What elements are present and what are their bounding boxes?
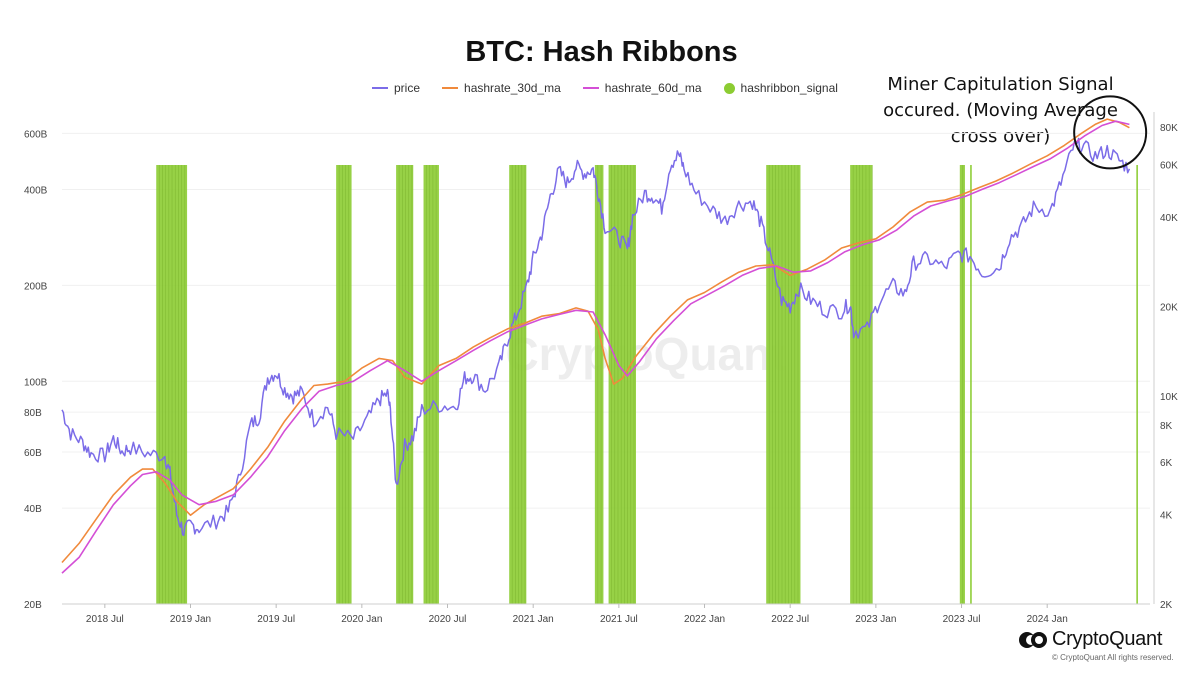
chart-legend: price hashrate_30d_ma hashrate_60d_ma ha… <box>372 81 860 95</box>
left-tick-label-80B: 80B <box>24 408 42 419</box>
left-tick-label-40B: 40B <box>24 504 42 515</box>
legend-swatch-hashrate-60d-ma <box>582 87 599 89</box>
right-tick-label-8K: 8K <box>1160 421 1173 432</box>
right-tick-label-20K: 20K <box>1160 302 1178 313</box>
legend-label-hashribbon-signal: hashribbon_signal <box>740 81 838 95</box>
x-tick-label-8: 2022 Jul <box>771 614 809 625</box>
right-tick-label-80K: 80K <box>1160 123 1178 134</box>
x-tick-label-10: 2023 Jul <box>943 614 981 625</box>
x-tick-label-4: 2020 Jul <box>429 614 467 625</box>
x-tick-label-2: 2019 Jul <box>257 614 295 625</box>
left-tick-label-600B: 600B <box>24 129 48 140</box>
right-tick-label-10K: 10K <box>1160 392 1178 403</box>
series-line-hashrate-60d-ma <box>61 120 1130 574</box>
chart-title: BTC: Hash Ribbons <box>465 36 738 68</box>
x-tick-label-5: 2021 Jan <box>513 614 554 625</box>
x-tick-label-9: 2023 Jan <box>855 614 896 625</box>
legend-item-hashrate-60d-ma[interactable]: hashrate_60d_ma <box>582 81 702 95</box>
annotation-circle <box>1073 95 1148 170</box>
cryptoquant-logo-icon <box>1019 631 1047 648</box>
left-tick-label-100B: 100B <box>24 377 48 388</box>
legend-label-price: price <box>394 81 421 95</box>
brand-name: CryptoQuant <box>1052 628 1163 650</box>
signal-bar-2 <box>396 165 414 604</box>
signal-bar-3 <box>423 165 439 604</box>
right-tick-label-40K: 40K <box>1160 213 1178 224</box>
signal-bar-5 <box>594 165 604 604</box>
legend-label-hashrate-30d-ma: hashrate_30d_ma <box>464 81 561 95</box>
legend-swatch-hashribbon-signal <box>723 82 735 94</box>
signal-bar-8 <box>850 165 873 604</box>
right-tick-label-60K: 60K <box>1160 160 1178 171</box>
series-line-price <box>61 137 1131 537</box>
right-tick-label-4K: 4K <box>1160 510 1173 521</box>
right-tick-label-2K: 2K <box>1160 600 1173 611</box>
signal-bar-9 <box>959 165 965 604</box>
x-tick-label-6: 2021 Jul <box>600 614 638 625</box>
x-tick-label-7: 2022 Jan <box>684 614 725 625</box>
left-tick-label-400B: 400B <box>24 185 48 196</box>
cryptoquant-logo: CryptoQuant <box>1018 628 1162 651</box>
capitulation-annotation: Miner Capitulation Signal occured. (Movi… <box>883 74 1118 147</box>
series-line-hashrate-30d-ma <box>61 118 1130 564</box>
x-tick-label-0: 2018 Jul <box>86 614 124 625</box>
signal-bar-4 <box>509 165 527 604</box>
x-tick-label-1: 2019 Jan <box>170 614 211 625</box>
legend-label-hashrate-60d-ma: hashrate_60d_ma <box>604 81 702 95</box>
left-tick-label-200B: 200B <box>24 281 48 292</box>
signal-bar-10 <box>970 165 972 604</box>
legend-item-price[interactable]: price <box>372 81 420 95</box>
signal-bar-11 <box>1136 165 1139 604</box>
x-tick-label-11: 2024 Jan <box>1027 614 1068 625</box>
left-tick-label-60B: 60B <box>24 448 42 459</box>
signal-bar-7 <box>766 165 801 604</box>
x-tick-label-3: 2020 Jan <box>341 614 382 625</box>
legend-swatch-hashrate-30d-ma <box>442 87 459 89</box>
right-tick-label-6K: 6K <box>1160 458 1173 469</box>
signal-bar-1 <box>336 165 352 604</box>
copyright-text: © CryptoQuant All rights reserved. <box>1052 653 1174 662</box>
legend-item-hashrate-30d-ma[interactable]: hashrate_30d_ma <box>442 81 561 95</box>
legend-item-hashribbon-signal[interactable]: hashribbon_signal <box>723 81 838 95</box>
left-tick-label-20B: 20B <box>24 600 42 611</box>
legend-swatch-price <box>372 87 388 89</box>
signal-bar-6 <box>608 165 636 604</box>
signal-bar-0 <box>156 165 188 604</box>
